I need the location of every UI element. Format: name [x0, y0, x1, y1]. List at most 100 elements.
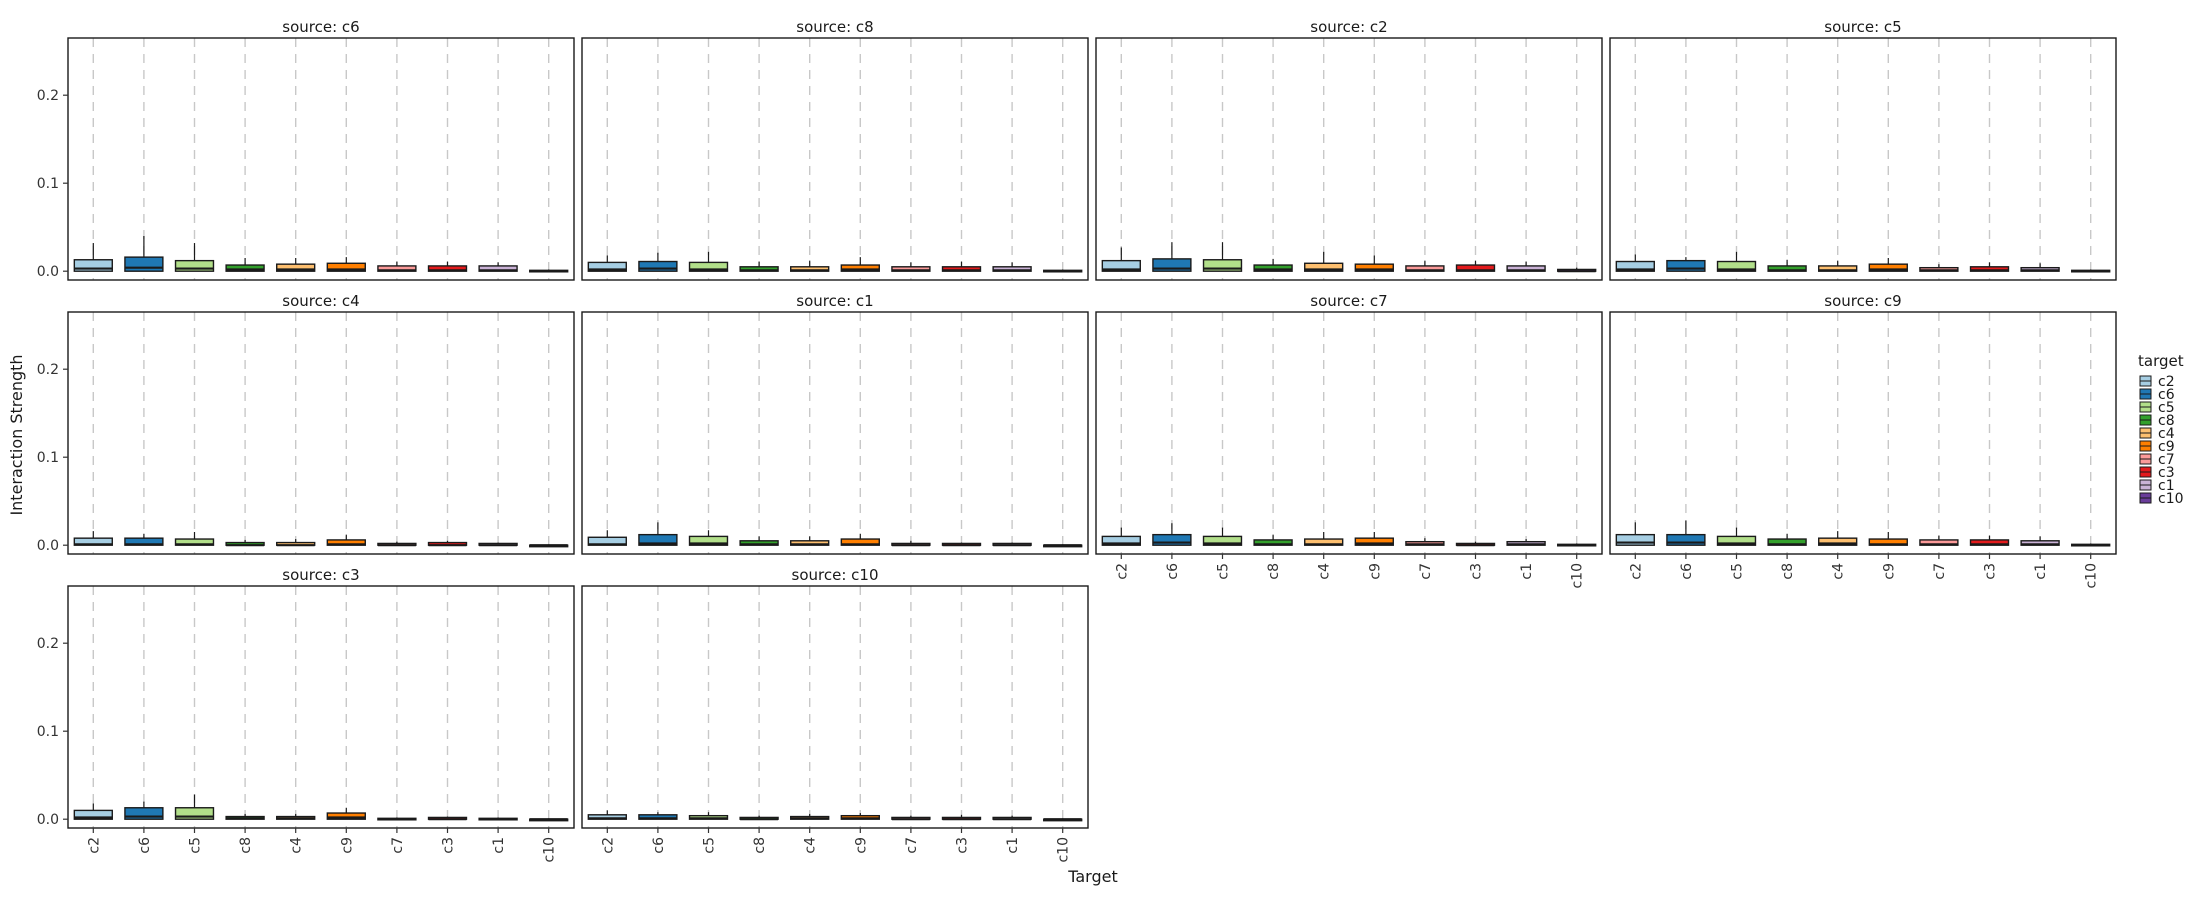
box-c4	[276, 263, 316, 272]
panel-border	[1095, 311, 1603, 555]
box-c4	[1818, 537, 1858, 546]
box-c8	[225, 264, 265, 272]
panel-border	[1609, 311, 2117, 555]
x-tick-label: c10	[2084, 563, 2100, 589]
legend-title: target	[2138, 352, 2184, 370]
x-tick-label: c4	[1317, 563, 1333, 580]
facet-panel: source: c4 0.0 0.1 0.2	[37, 292, 575, 555]
box-c6	[638, 533, 678, 546]
panel-border	[1609, 37, 2117, 281]
box-c5	[1716, 535, 1757, 546]
box-c9	[1354, 263, 1394, 272]
y-tick-label: 0.1	[37, 176, 59, 192]
x-tick-label: c9	[339, 837, 355, 854]
facet-panel: source: c7 c2 c6 c5 c8 c4 c9 c7 c3 c1 c10	[1095, 292, 1603, 589]
x-tick-label: c8	[752, 837, 768, 854]
x-tick-label: c7	[904, 837, 920, 854]
box-c2	[1101, 535, 1141, 546]
facet-title: source: c5	[1824, 18, 1901, 36]
x-tick-label: c1	[1519, 563, 1535, 580]
box-c9	[1868, 263, 1908, 272]
facet-title: source: c7	[1310, 292, 1387, 310]
box-c5	[1202, 535, 1243, 546]
facet-title: source: c1	[796, 292, 873, 310]
legend-label: c9	[2158, 439, 2175, 455]
panel-border	[67, 37, 575, 281]
x-tick-label: c8	[1266, 563, 1282, 580]
x-tick-label: c2	[1114, 563, 1130, 580]
facet-title: source: c9	[1824, 292, 1901, 310]
box-c5	[174, 259, 215, 272]
y-tick-label: 0.0	[37, 812, 59, 828]
facet-title: source: c6	[282, 18, 359, 36]
box-c6	[1666, 533, 1706, 546]
x-tick-label: c6	[1679, 563, 1695, 580]
facet-panel: source: c6 0.0 0.1 0.2	[37, 18, 575, 281]
panel-border	[581, 585, 1089, 829]
x-tick-label: c8	[238, 837, 254, 854]
y-tick-label: 0.1	[37, 450, 59, 466]
box-c5	[1716, 260, 1757, 272]
y-tick-label: 0.2	[37, 362, 59, 378]
box-c2	[73, 809, 113, 820]
x-tick-label: c9	[1881, 563, 1897, 580]
legend-label: c6	[2158, 387, 2175, 403]
box-c5	[174, 807, 215, 820]
x-tick-label: c3	[441, 837, 457, 854]
x-axis-title: Target	[1067, 867, 1118, 886]
legend-label: c3	[2158, 465, 2175, 481]
panel-border	[1095, 37, 1603, 281]
box-c9	[1354, 537, 1394, 546]
x-tick-label: c6	[651, 837, 667, 854]
y-axis-title: Interaction Strength	[7, 354, 26, 515]
x-tick-label: c6	[1165, 563, 1181, 580]
legend-label: c1	[2158, 478, 2175, 494]
x-tick-label: c2	[600, 837, 616, 854]
facet-panel: source: c2	[1095, 18, 1603, 281]
legend-label: c8	[2158, 413, 2175, 429]
box-c6	[1152, 533, 1192, 546]
facet-panel: source: c3 0.0 0.1 0.2 c2 c6 c5 c8 c4 c9 c7 c3 c1 c10	[37, 566, 575, 863]
box-c2	[587, 261, 627, 272]
facet-title: source: c3	[282, 566, 359, 584]
x-tick-label: c5	[188, 837, 204, 854]
box-c4	[1304, 262, 1344, 272]
facet-title: source: c10	[792, 566, 879, 584]
box-c2	[73, 259, 113, 272]
box-c9	[326, 262, 366, 272]
facet-panel: source: c10 c2 c6 c5 c8 c4 c9 c7 c3 c1 c10	[581, 566, 1089, 863]
x-tick-label: c4	[803, 837, 819, 854]
x-tick-label: c2	[86, 837, 102, 854]
x-tick-label: c9	[1367, 563, 1383, 580]
box-c8	[1253, 264, 1293, 272]
facet-panel: source: c9 c2 c6 c5 c8 c4 c9 c7 c3 c1 c10	[1609, 292, 2117, 589]
box-c5	[688, 535, 729, 546]
panel-border	[67, 585, 575, 829]
x-tick-label: c9	[853, 837, 869, 854]
legend-label: c10	[2158, 491, 2184, 507]
x-tick-label: c10	[1056, 837, 1072, 863]
x-tick-label: c7	[390, 837, 406, 854]
panel-border	[581, 37, 1089, 281]
y-tick-label: 0.0	[37, 538, 59, 554]
box-c2	[1615, 533, 1655, 546]
x-tick-label: c3	[1469, 563, 1485, 580]
box-c2	[1101, 259, 1141, 272]
x-tick-label: c6	[137, 837, 153, 854]
x-tick-label: c10	[1570, 563, 1586, 589]
panel-border	[581, 311, 1089, 555]
box-c6	[124, 807, 164, 820]
x-tick-label: c8	[1780, 563, 1796, 580]
box-c5	[688, 261, 729, 272]
x-tick-label: c4	[289, 837, 305, 854]
box-c6	[1666, 259, 1706, 272]
x-tick-label: c1	[1005, 837, 1021, 854]
x-tick-label: c7	[1932, 563, 1948, 580]
legend-label: c2	[2158, 374, 2175, 390]
x-tick-label: c5	[1216, 563, 1232, 580]
y-tick-label: 0.1	[37, 724, 59, 740]
x-tick-label: c3	[955, 837, 971, 854]
